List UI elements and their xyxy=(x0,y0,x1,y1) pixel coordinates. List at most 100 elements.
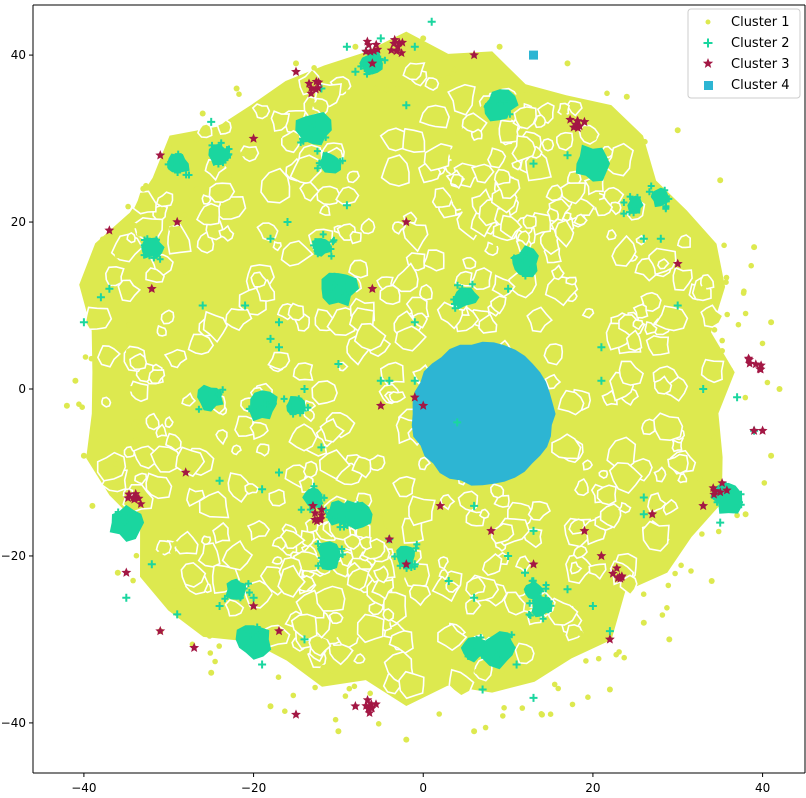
cluster-2-point xyxy=(539,615,547,623)
cluster-1-point xyxy=(640,591,647,597)
cluster-1-point xyxy=(560,635,566,641)
cluster-1-point xyxy=(359,95,365,101)
cluster-1-blob xyxy=(402,62,426,81)
cluster-2-point xyxy=(168,160,176,168)
cluster-1-point xyxy=(342,693,349,699)
cluster-2-point xyxy=(463,292,471,300)
cluster-1-blob xyxy=(281,129,302,154)
cluster-1-point xyxy=(99,467,105,473)
cluster-2-point xyxy=(132,512,140,520)
cluster-3-point xyxy=(316,510,327,520)
cluster-1-blob xyxy=(619,574,638,596)
cluster-2-point xyxy=(589,163,596,170)
cluster-1-blob xyxy=(644,321,658,336)
cluster-2-point xyxy=(150,254,158,262)
cluster-1-point xyxy=(610,618,617,625)
cluster-1-point xyxy=(547,711,554,717)
cluster-2-point xyxy=(537,587,545,595)
cluster-1-point xyxy=(659,556,666,562)
cluster-1-point xyxy=(290,692,297,699)
cluster-1-blob xyxy=(449,173,464,190)
cluster-1-point xyxy=(171,588,177,594)
cluster-1-blob xyxy=(470,128,483,142)
cluster-2-point xyxy=(580,150,588,158)
cluster-1-point xyxy=(768,452,775,459)
cluster-1-blob xyxy=(145,472,173,500)
cluster-2-point xyxy=(287,402,295,410)
cluster-1-blob xyxy=(524,151,552,182)
cluster-1-point xyxy=(715,528,722,535)
cluster-2-point xyxy=(342,283,350,290)
cluster-1-point xyxy=(206,611,212,617)
cluster-1-blob xyxy=(647,492,668,514)
cluster-1-point xyxy=(700,285,707,292)
cluster-2-point xyxy=(153,236,160,244)
cluster-1-blob xyxy=(514,642,535,665)
cluster-2-point xyxy=(485,646,492,654)
cluster-1-point xyxy=(212,658,218,665)
legend-label-cluster-2: Cluster 2 xyxy=(731,36,790,51)
cluster-2-point xyxy=(376,376,385,385)
cluster-1-blob xyxy=(490,295,507,315)
cluster-2-point xyxy=(620,210,628,218)
cluster-1-point xyxy=(445,75,451,81)
cluster-1-point xyxy=(583,658,589,664)
cluster-2-point xyxy=(410,42,419,51)
cluster-1-blob xyxy=(662,498,679,516)
cluster-1-blob xyxy=(667,453,689,475)
cluster-1-point xyxy=(133,552,140,559)
cluster-2-point xyxy=(381,56,389,64)
cluster-1-blob xyxy=(186,487,206,508)
cluster-3-point xyxy=(409,392,420,402)
cluster-3-point xyxy=(274,625,284,636)
cluster-1-point xyxy=(442,81,448,87)
cluster-2-point xyxy=(356,504,364,511)
cluster-3-point xyxy=(128,492,139,502)
cluster-1-blob xyxy=(391,221,407,235)
cluster-2-point xyxy=(319,230,327,238)
cluster-2-point xyxy=(341,290,349,298)
cluster-1-point xyxy=(640,619,647,626)
cluster-1-point xyxy=(336,61,343,68)
cluster-2-point xyxy=(79,318,88,327)
cluster-1-point xyxy=(275,674,282,680)
cluster-1-point xyxy=(577,630,584,636)
cluster-2-point xyxy=(195,405,203,413)
cluster-1-blob xyxy=(431,187,454,209)
cluster-1-point xyxy=(764,379,771,386)
cluster-1-blob xyxy=(346,567,370,591)
cluster-2-point xyxy=(259,647,267,654)
cluster-3-point xyxy=(316,504,327,514)
cluster-1-point xyxy=(236,91,242,97)
cluster-1-point xyxy=(621,654,627,661)
cluster-2-point xyxy=(451,304,459,312)
cluster-1-blob xyxy=(129,380,149,403)
cluster-1-blob xyxy=(299,181,320,202)
cluster-1-blob xyxy=(290,613,318,641)
cluster-1-point xyxy=(678,562,684,569)
cluster-1-blob xyxy=(126,231,136,244)
cluster-1-blob xyxy=(481,552,503,577)
cluster-1-point xyxy=(585,694,591,700)
cluster-1-blob xyxy=(574,477,589,497)
cluster-3-point xyxy=(608,568,618,578)
cluster-1-point xyxy=(449,71,456,77)
legend-marker-cluster-1 xyxy=(705,19,711,25)
cluster-1-blob xyxy=(555,131,574,151)
cluster-1-blob xyxy=(277,564,306,598)
cluster-1-blob xyxy=(180,561,207,588)
cluster-2-point xyxy=(283,218,292,226)
cluster-2-point xyxy=(645,188,653,196)
cluster-2-point xyxy=(597,343,606,352)
cluster-2-point xyxy=(208,141,216,149)
cluster-2-point xyxy=(312,120,320,128)
cluster-1-point xyxy=(420,35,427,42)
cluster-1-point xyxy=(137,222,143,228)
cluster-3-point xyxy=(361,46,371,56)
cluster-1-point xyxy=(561,112,567,119)
cluster-1-blob xyxy=(470,163,495,184)
cluster-2-point xyxy=(521,568,529,577)
cluster-3-point xyxy=(579,116,590,127)
cluster-1-point xyxy=(623,93,630,100)
